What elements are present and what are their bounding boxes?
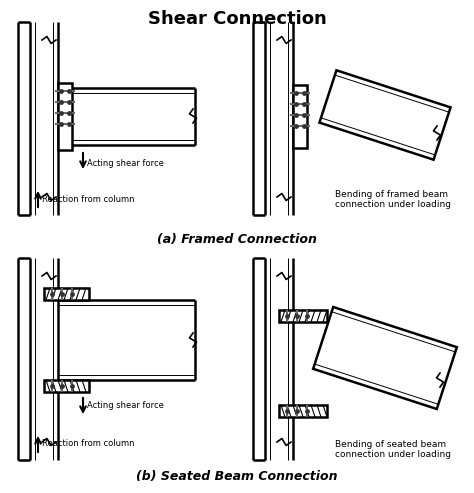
Bar [58, 83, 72, 150]
Bar [44, 288, 89, 300]
Polygon shape [319, 70, 451, 160]
Bar [279, 405, 327, 417]
Text: Reaction from column: Reaction from column [42, 195, 135, 204]
Bar [44, 380, 89, 392]
Text: Acting shear force: Acting shear force [87, 160, 164, 169]
Bar [293, 85, 307, 148]
Text: Shear Connection: Shear Connection [147, 10, 327, 28]
Text: (b) Seated Beam Connection: (b) Seated Beam Connection [136, 470, 338, 483]
Text: Reaction from column: Reaction from column [42, 439, 135, 449]
Polygon shape [313, 307, 457, 409]
Text: Acting shear force: Acting shear force [87, 401, 164, 411]
Text: (a) Framed Connection: (a) Framed Connection [157, 233, 317, 246]
Bar [279, 310, 327, 322]
Text: Bending of framed beam
connection under loading: Bending of framed beam connection under … [335, 190, 451, 210]
Text: Bending of seated beam
connection under loading: Bending of seated beam connection under … [335, 440, 451, 459]
